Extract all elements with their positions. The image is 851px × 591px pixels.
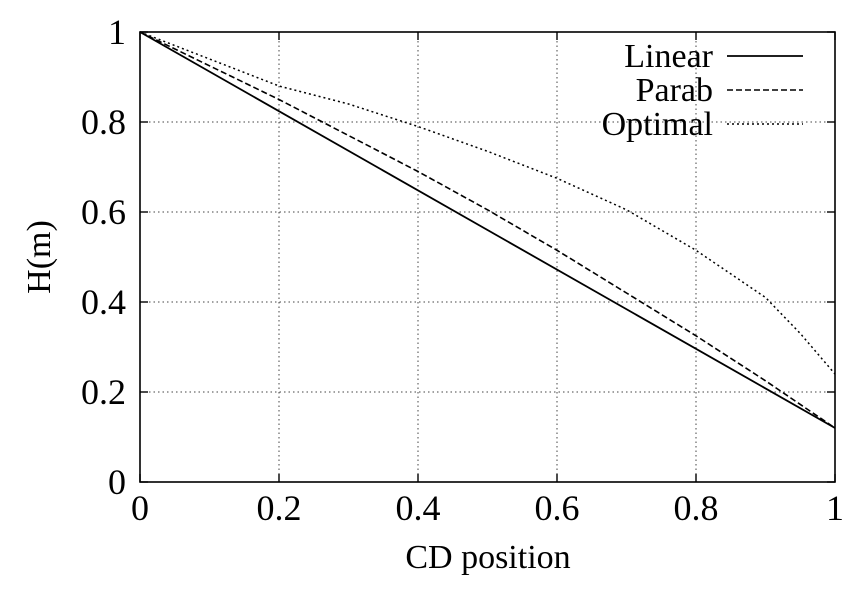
x-tick-labels: 0 0.2 0.4 0.6 0.8 1 bbox=[131, 488, 844, 528]
series-line-parab bbox=[139, 31, 836, 429]
x-tick-label: 1 bbox=[826, 488, 844, 528]
series-line-linear bbox=[139, 31, 836, 429]
legend-label-linear: Linear bbox=[624, 38, 713, 75]
x-tick-label: 0 bbox=[131, 488, 149, 528]
y-tick-label: 0.8 bbox=[81, 102, 126, 142]
plot-frame bbox=[139, 31, 836, 483]
grid bbox=[140, 32, 835, 482]
x-axis-label: CD position bbox=[405, 539, 570, 576]
tick-marks bbox=[139, 31, 836, 483]
x-tick-label: 0.6 bbox=[535, 488, 580, 528]
y-tick-label: 0.2 bbox=[81, 372, 126, 412]
y-tick-label: 0.6 bbox=[81, 192, 126, 232]
x-tick-label: 0.2 bbox=[257, 488, 302, 528]
y-tick-labels: 0 0.2 0.4 0.6 0.8 1 bbox=[81, 12, 126, 502]
legend-label-optimal: Optimal bbox=[602, 106, 713, 143]
y-tick-label: 0.4 bbox=[81, 282, 126, 322]
series-line-optimal bbox=[139, 31, 836, 375]
x-tick-label: 0.8 bbox=[674, 488, 719, 528]
y-axis-label: H(m) bbox=[21, 220, 58, 294]
legend-label-parab: Parab bbox=[636, 72, 713, 109]
series-group bbox=[139, 31, 836, 429]
y-tick-label: 1 bbox=[108, 12, 126, 52]
x-tick-label: 0.4 bbox=[396, 488, 441, 528]
y-tick-label: 0 bbox=[108, 462, 126, 502]
